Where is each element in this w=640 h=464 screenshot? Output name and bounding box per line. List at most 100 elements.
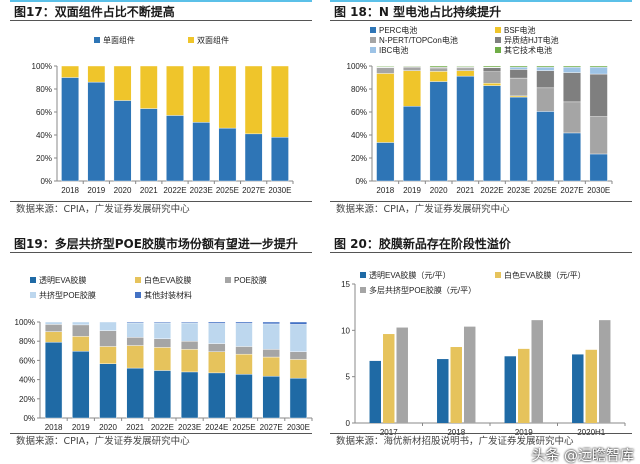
bar-segment	[509, 77, 528, 97]
legend-label: BSF电池	[504, 25, 536, 35]
bar-segment	[61, 65, 79, 78]
bar-segment	[44, 341, 63, 419]
y-tick-label: 80%	[351, 85, 367, 94]
bar-segment	[562, 101, 581, 134]
figure-19: 图19：多层共挤型POE胶膜市场份额有望进一步提升 0% 20% 40% 60% 80%…	[0, 232, 320, 464]
bar-segment	[87, 65, 106, 83]
bar-segment	[271, 137, 289, 182]
legend-swatch	[135, 292, 141, 298]
legend-label: 其它技术电池	[504, 45, 552, 55]
y-tick-label: 5	[346, 373, 351, 382]
y-tick-label: 0%	[23, 414, 35, 423]
bar-segment	[536, 66, 555, 71]
legend-label: 白色EVA胶膜（元/平）	[504, 270, 586, 280]
y-tick-label: 100%	[15, 318, 35, 327]
bar-segment	[113, 65, 132, 101]
bar-segment	[72, 321, 90, 326]
bottom-rule	[330, 201, 632, 202]
title-rule	[330, 20, 632, 21]
bar-segment	[482, 71, 501, 84]
x-tick-label: 2022E	[480, 186, 503, 195]
x-tick-label: 2030E	[587, 186, 610, 195]
bar-segment	[113, 100, 132, 182]
bar	[531, 320, 543, 423]
x-tick-label: 2020H1	[577, 428, 606, 437]
bar-segment	[289, 377, 308, 419]
y-tick-label: 0%	[40, 177, 52, 186]
legend-label: IBC电池	[379, 45, 408, 55]
x-tick-label: 2023E	[178, 423, 201, 432]
y-tick-label: 80%	[19, 337, 35, 346]
top-rule	[330, 0, 632, 2]
bar-segment	[402, 106, 421, 182]
legend-label: 单面组件	[103, 35, 135, 45]
bar-segment	[99, 330, 117, 347]
x-tick-label: 2022E	[163, 186, 186, 195]
bar	[518, 348, 530, 423]
bar-segment	[482, 85, 501, 182]
bar-segment	[456, 67, 475, 71]
bar-segment	[87, 81, 106, 182]
bar-segment	[376, 67, 395, 74]
bar-segment	[99, 321, 117, 331]
bar-segment	[126, 321, 144, 324]
bar-segment	[262, 323, 280, 350]
bar-segment	[271, 65, 289, 138]
x-tick-label: 2018	[61, 186, 79, 195]
bottom-rule	[330, 433, 632, 434]
x-tick-label: 2020	[99, 423, 117, 432]
bar-segment	[208, 323, 226, 344]
source-note: 数据来源：CPIA，广发证券发展研究中心	[16, 436, 190, 447]
bar-segment	[235, 346, 253, 355]
bar	[572, 354, 584, 423]
legend-swatch	[495, 37, 501, 43]
legend-swatch	[94, 37, 100, 43]
bar-segment	[44, 321, 63, 325]
top-rule	[10, 0, 312, 2]
bar	[598, 320, 611, 423]
bar-segment	[262, 349, 280, 358]
x-tick-label: 2019	[403, 186, 421, 195]
title-rule	[10, 20, 312, 21]
bar-segment	[402, 70, 421, 107]
x-tick-label: 2020	[430, 186, 448, 195]
x-tick-label: 2025E	[216, 186, 239, 195]
y-tick-label: 0%	[355, 177, 367, 186]
bar-segment	[72, 324, 90, 337]
y-tick-label: 80%	[36, 85, 52, 94]
x-tick-label: 2024E	[205, 423, 228, 432]
bar-segment	[376, 73, 395, 143]
source-note: 数据来源：CPIA，广发证券发展研究中心	[336, 204, 510, 215]
bar-segment	[509, 96, 528, 182]
legend-swatch	[135, 277, 141, 283]
x-tick-label: 2017	[380, 428, 398, 437]
legend-swatch	[495, 47, 501, 53]
x-tick-label: 2027E	[260, 423, 283, 432]
legend-label: 多层共挤型POE胶膜（元/平）	[369, 285, 476, 295]
bar-segment	[166, 115, 184, 182]
y-tick-label: 60%	[36, 108, 52, 117]
bar-segment	[139, 65, 158, 109]
bar-segment	[180, 340, 199, 350]
bar-segment	[589, 65, 608, 68]
legend-swatch	[30, 277, 36, 283]
figure-20: 图 20：胶膜新品存在阶段性溢价 0 5 10 15 2017 2018 2019 2020H…	[320, 232, 640, 464]
chart-19-svg: 0% 20% 40% 60% 80% 100% 2018 2019 2020 2021 2022E 2…	[15, 275, 313, 432]
chart-20-svg: 0 5 10 15 2017 2018 2019 2020H1 透明EVA胶膜（元/平） 白色EV…	[341, 270, 626, 437]
bar-segment	[262, 376, 280, 419]
source-note: 数据来源：海优新材招股说明书，广发证券发展研究中心	[336, 436, 574, 447]
legend-label: 其他封装材料	[144, 290, 192, 300]
legend-swatch	[370, 47, 376, 53]
legend-label: 透明EVA胶膜	[39, 275, 86, 285]
source-note: 数据来源：CPIA，广发证券发展研究中心	[16, 204, 190, 215]
bar-segment	[536, 65, 555, 68]
bar-segment	[44, 324, 63, 332]
bar-segment	[376, 65, 395, 68]
bar-segment	[589, 73, 608, 117]
bar-segment	[456, 70, 475, 77]
bar-segment	[44, 331, 63, 343]
x-tick-label: 2025E	[232, 423, 255, 432]
bar-segment	[536, 70, 555, 89]
x-tick-label: 2025E	[534, 186, 557, 195]
